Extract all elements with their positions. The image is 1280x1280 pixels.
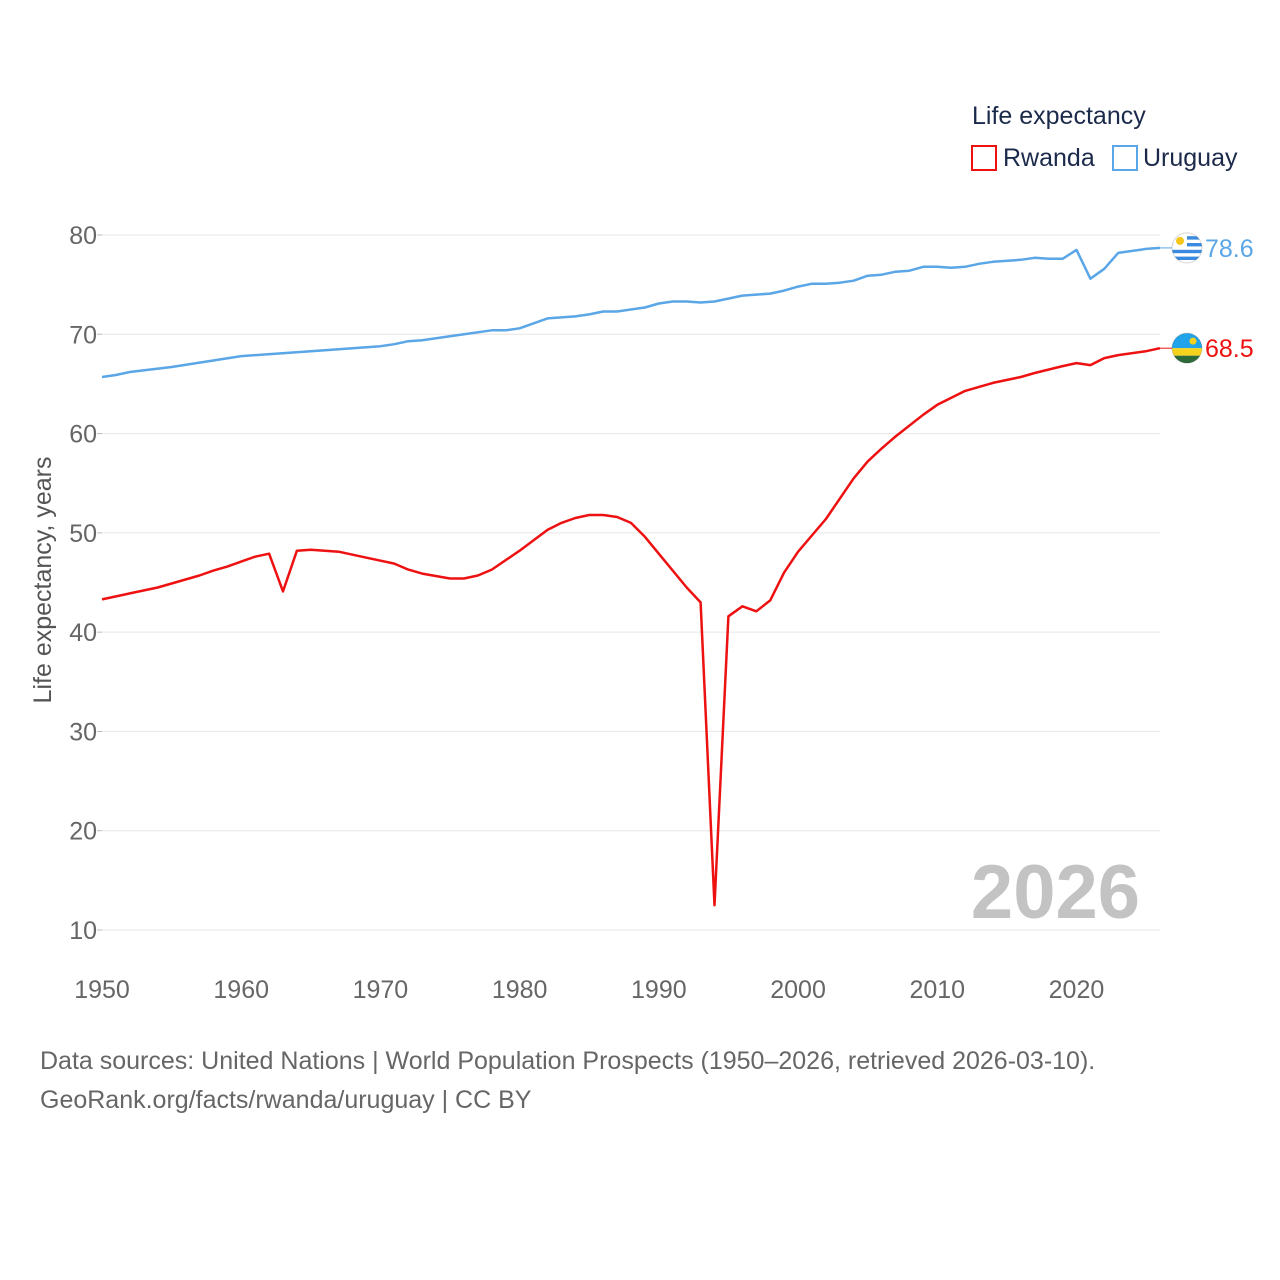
x-tick-label: 2020 (1049, 976, 1105, 1004)
legend-title: Life expectancy (972, 102, 1146, 130)
y-tick-label: 20 (69, 818, 97, 846)
x-tick-label: 1970 (353, 976, 409, 1004)
y-axis-ticks: 10 20 30 40 50 60 70 80 (69, 222, 97, 945)
end-markers: 68.5 78.6 (1160, 232, 1254, 364)
y-tick-label: 10 (69, 917, 97, 945)
year-watermark: 2026 (971, 850, 1140, 935)
grid-lines (97, 234, 1160, 931)
uruguay-flag-icon (1171, 232, 1203, 264)
end-value-label-rwanda: 68.5 (1205, 335, 1254, 363)
series-line-uruguay[interactable] (101, 246, 1161, 379)
y-tick-label: 50 (69, 520, 97, 548)
legend-item-uruguay[interactable]: Uruguay (1112, 144, 1238, 172)
series-lines (101, 246, 1161, 907)
y-tick-label: 80 (69, 222, 97, 250)
y-tick-label: 60 (69, 421, 97, 449)
footer: Data sources: United Nations | World Pop… (40, 1042, 1095, 1120)
legend-swatch-uruguay (1112, 145, 1138, 171)
legend-label-rwanda: Rwanda (1003, 144, 1095, 172)
x-tick-label: 2010 (909, 976, 965, 1004)
legend-swatch-rwanda (971, 145, 997, 171)
y-tick-label: 30 (69, 718, 97, 746)
legend-item-rwanda[interactable]: Rwanda (971, 144, 1095, 172)
x-tick-label: 2000 (770, 976, 826, 1004)
rwanda-flag-icon (1171, 332, 1203, 364)
source-note: Data sources: United Nations | World Pop… (40, 1047, 1096, 1075)
x-tick-label: 1960 (213, 976, 269, 1004)
legend-label-uruguay: Uruguay (1143, 144, 1238, 172)
x-tick-label: 1990 (631, 976, 687, 1004)
y-tick-label: 40 (69, 619, 97, 647)
y-axis-label: Life expectancy, years (29, 457, 57, 704)
y-tick-label: 70 (69, 321, 97, 349)
x-tick-label: 1980 (492, 976, 548, 1004)
legend: Life expectancy Rwanda Uruguay (971, 102, 1238, 172)
x-axis-ticks: 1950 1960 1970 1980 1990 2000 2010 2020 (74, 976, 1104, 1004)
source-url[interactable]: GeoRank.org/facts/rwanda/uruguay | CC BY (40, 1086, 532, 1114)
series-line-rwanda[interactable] (101, 346, 1161, 907)
end-value-label-uruguay: 78.6 (1205, 235, 1254, 263)
x-tick-label: 1950 (74, 976, 130, 1004)
